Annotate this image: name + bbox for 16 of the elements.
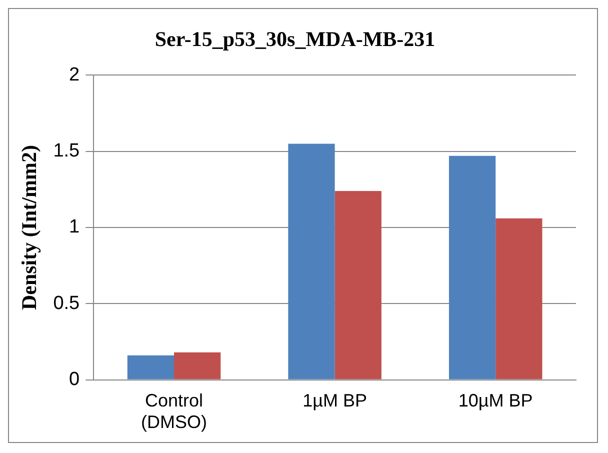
bar (174, 352, 221, 380)
x-tick-label: 10µM BP (458, 390, 533, 411)
y-tick-label: 0 (69, 369, 80, 390)
y-axis-title: Density (Int/mm2) (17, 144, 42, 310)
chart-title: Ser-15_p53_30s_MDA-MB-231 (154, 27, 436, 52)
x-tick-label: 1µM BP (302, 390, 367, 411)
x-tick-label: Control (DMSO) (141, 390, 208, 432)
y-tick-label: 1.5 (53, 140, 80, 162)
y-tick-label: 0.5 (53, 292, 80, 314)
y-tick-label: 2 (69, 64, 80, 86)
bar (127, 355, 174, 380)
bar (288, 144, 335, 380)
y-tick-label: 1 (69, 216, 80, 238)
bar (496, 218, 542, 380)
bar (448, 156, 496, 380)
bar (334, 190, 382, 380)
